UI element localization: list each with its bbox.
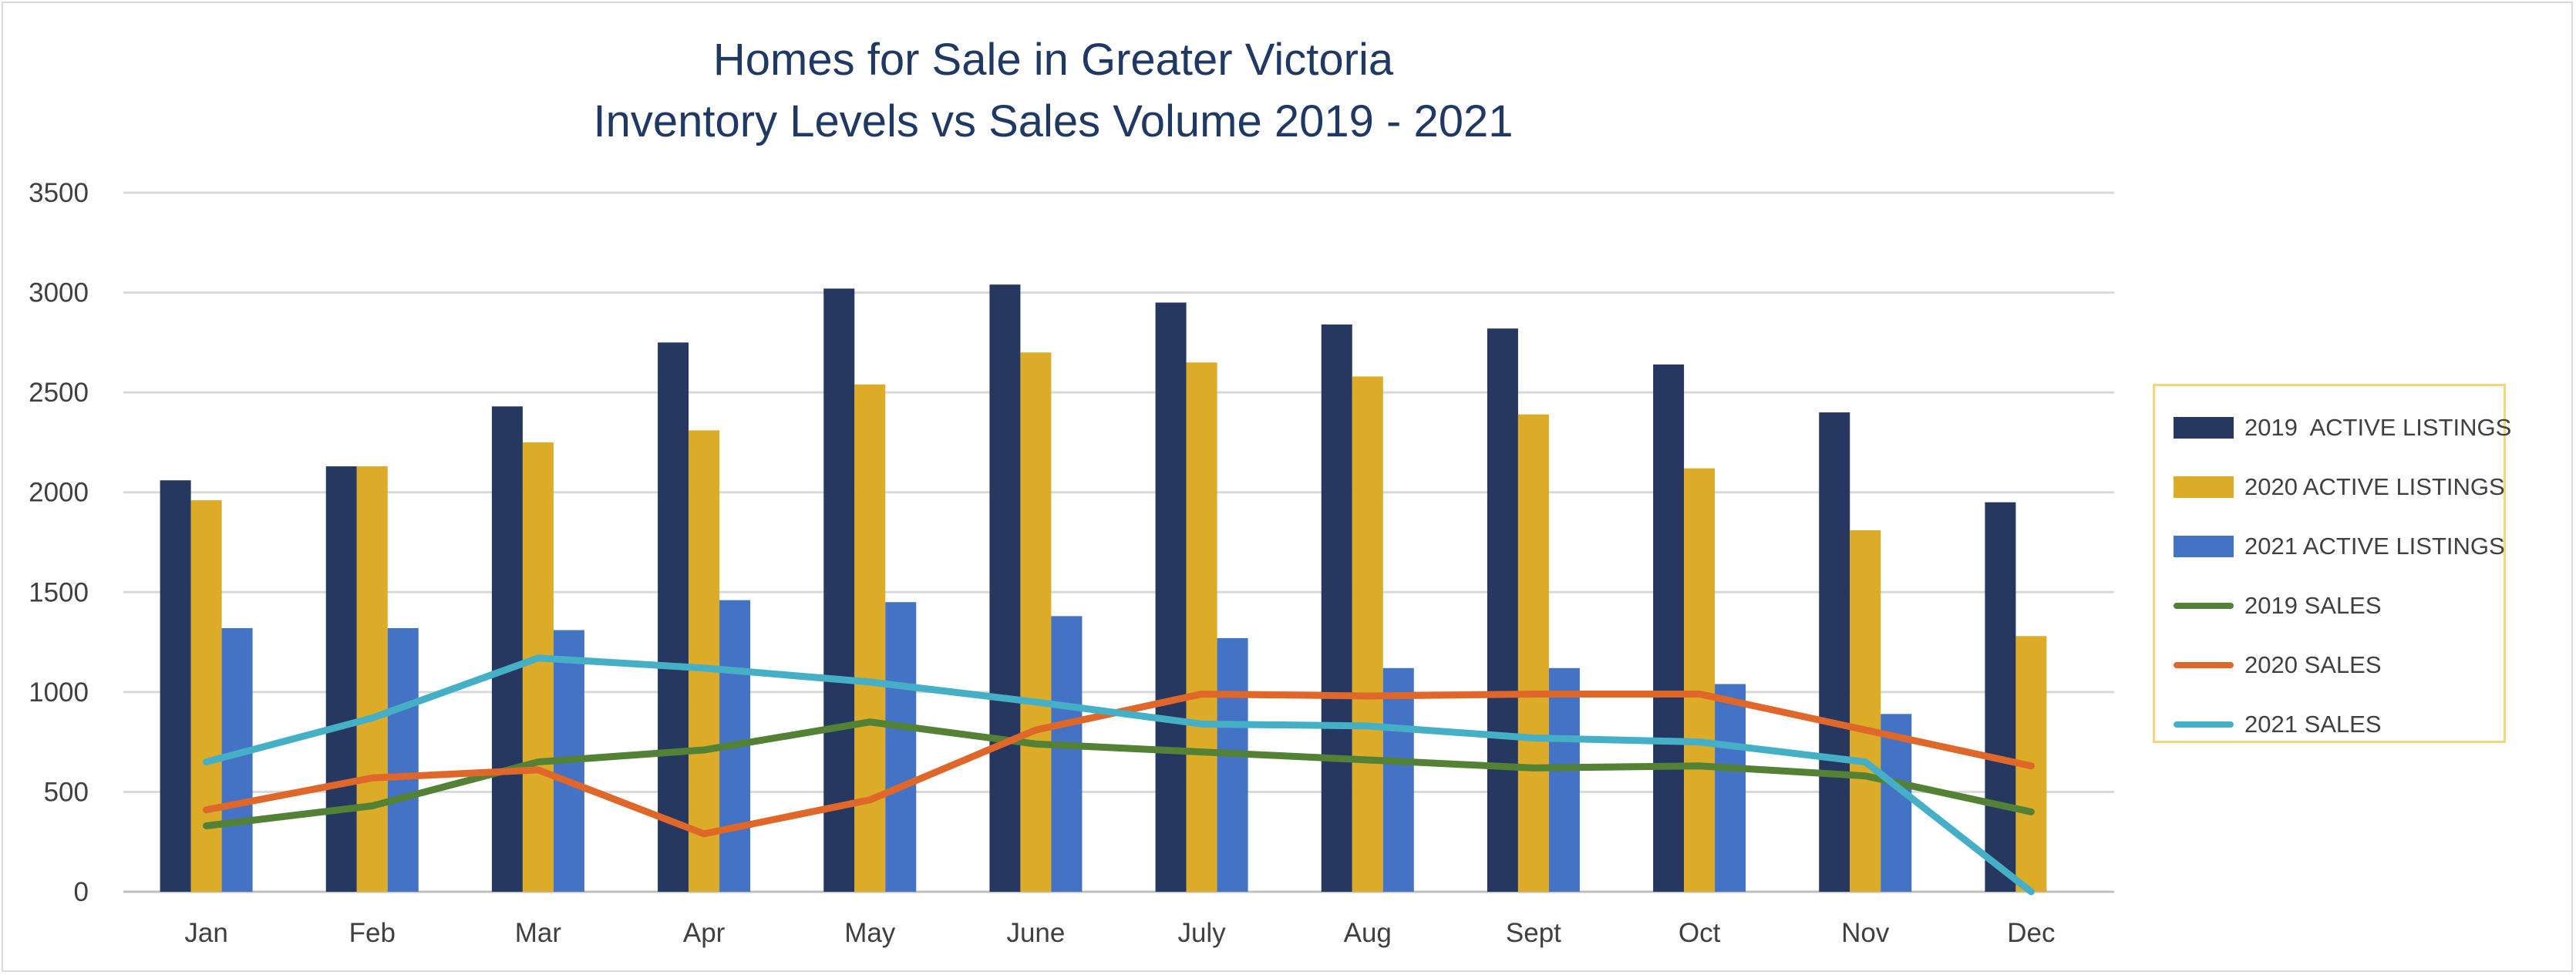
bar-2021-active-listings-may [885, 602, 917, 892]
x-tick-label: Nov [1841, 918, 1890, 948]
legend-item-2021-sales: 2021 SALES [2174, 709, 2382, 740]
y-tick-label: 500 [44, 777, 89, 807]
y-tick-label: 0 [74, 877, 89, 907]
bar-2021-active-listings-aug [1382, 667, 1414, 892]
chart-title-line1: Homes for Sale in Greater Victoria [712, 35, 1394, 85]
bars [160, 284, 2047, 893]
bar-2019-active-listings-jan [160, 480, 191, 892]
legend-label-2020-active-listings: 2020 ACTIVE LISTINGS [2244, 473, 2505, 500]
bar-2021-active-listings-nov [1881, 714, 1912, 892]
x-axis-tick-labels: Jan Feb Mar Apr May June July Aug Sept Oct Nov Dec [184, 918, 2055, 948]
y-tick-label: 3500 [29, 178, 89, 208]
bar-2019-active-listings-feb [325, 466, 357, 892]
bar-2020-active-listings-july [1186, 362, 1217, 892]
y-tick-label: 1000 [29, 677, 89, 708]
y-axis-tick-labels: 0 500 1000 1500 2000 2500 3000 3500 [29, 178, 89, 907]
bar-2019-active-listings-may [823, 288, 855, 893]
legend-swatch-2021-sales [2174, 721, 2234, 728]
x-tick-label: Mar [515, 918, 562, 948]
legend-label-2021-sales: 2021 SALES [2244, 711, 2382, 738]
bar-2020-active-listings-jan [190, 500, 222, 892]
y-tick-label: 1500 [29, 577, 89, 607]
x-tick-label: Jan [184, 918, 227, 948]
x-tick-label: Aug [1344, 918, 1392, 948]
chart-title-line2: Inventory Levels vs Sales Volume 2019 - … [593, 96, 1514, 146]
legend-swatch-2021-active-listings [2174, 536, 2234, 557]
gridlines [123, 191, 2114, 893]
bar-2020-active-listings-feb [356, 466, 388, 892]
bar-2019-active-listings-apr [658, 342, 689, 892]
chart-legend: 2019 ACTIVE LISTINGS 2020 ACTIVE LISTING… [2153, 384, 2511, 743]
bar-2021-active-listings-feb [387, 627, 419, 892]
x-tick-label: Oct [1679, 918, 1721, 948]
x-tick-label: May [844, 918, 896, 948]
bar-2020-active-listings-june [1020, 352, 1052, 892]
bar-2019-active-listings-oct [1653, 364, 1685, 892]
legend-swatch-2019-sales [2174, 603, 2234, 609]
bar-2019-active-listings-aug [1321, 324, 1352, 892]
legend-label-2019-active-listings: 2019 ACTIVE LISTINGS [2244, 414, 2512, 441]
y-tick-label: 2500 [29, 378, 89, 408]
legend-item-2019-sales: 2019 SALES [2174, 590, 2382, 621]
bar-2019-active-listings-mar [491, 406, 523, 892]
bar-2019-active-listings-july [1155, 302, 1187, 892]
x-tick-label: Feb [349, 918, 396, 948]
bar-2020-active-listings-apr [689, 430, 720, 892]
x-tick-label: Sept [1506, 918, 1561, 948]
legend-label-2020-sales: 2020 SALES [2244, 651, 2382, 678]
x-tick-label: Apr [683, 918, 726, 948]
bar-2019-active-listings-june [989, 284, 1021, 893]
bar-2019-active-listings-sept [1487, 328, 1518, 892]
bar-2020-active-listings-may [854, 384, 886, 893]
x-tick-label: June [1006, 918, 1065, 948]
bar-2019-active-listings-nov [1819, 412, 1850, 892]
legend-item-2019-active-listings: 2019 ACTIVE LISTINGS [2174, 412, 2511, 443]
line-2021-sales [203, 654, 2035, 896]
bar-2020-active-listings-oct [1684, 468, 1716, 892]
bar-2019-active-listings-dec [1985, 502, 2016, 892]
chart-title: Homes for Sale in Greater Victoria Inven… [0, 29, 2106, 153]
bar-2020-active-listings-sept [1517, 414, 1549, 892]
legend-label-2021-active-listings: 2021 ACTIVE LISTINGS [2244, 533, 2505, 560]
x-tick-label: July [1177, 918, 1226, 948]
legend-item-2021-active-listings: 2021 ACTIVE LISTINGS [2174, 531, 2505, 562]
bar-2020-active-listings-mar [522, 442, 554, 892]
y-tick-label: 2000 [29, 478, 89, 508]
legend-swatch-2020-sales [2174, 662, 2234, 668]
legend-label-2019-sales: 2019 SALES [2244, 592, 2382, 619]
y-tick-label: 3000 [29, 278, 89, 308]
legend-item-2020-active-listings: 2020 ACTIVE LISTINGS [2174, 472, 2505, 503]
bar-2021-active-listings-sept [1548, 667, 1580, 892]
x-tick-label: Dec [2007, 918, 2055, 948]
bar-2021-active-listings-july [1217, 637, 1248, 892]
legend-swatch-2019-active-listings [2174, 417, 2234, 439]
sales-lines [203, 654, 2035, 896]
legend-item-2020-sales: 2020 SALES [2174, 650, 2382, 681]
legend-swatch-2020-active-listings [2174, 476, 2234, 498]
bar-2021-active-listings-oct [1715, 684, 1746, 892]
bar-2020-active-listings-aug [1352, 376, 1383, 892]
bar-2021-active-listings-june [1051, 616, 1083, 892]
bar-2020-active-listings-nov [1850, 530, 1881, 892]
